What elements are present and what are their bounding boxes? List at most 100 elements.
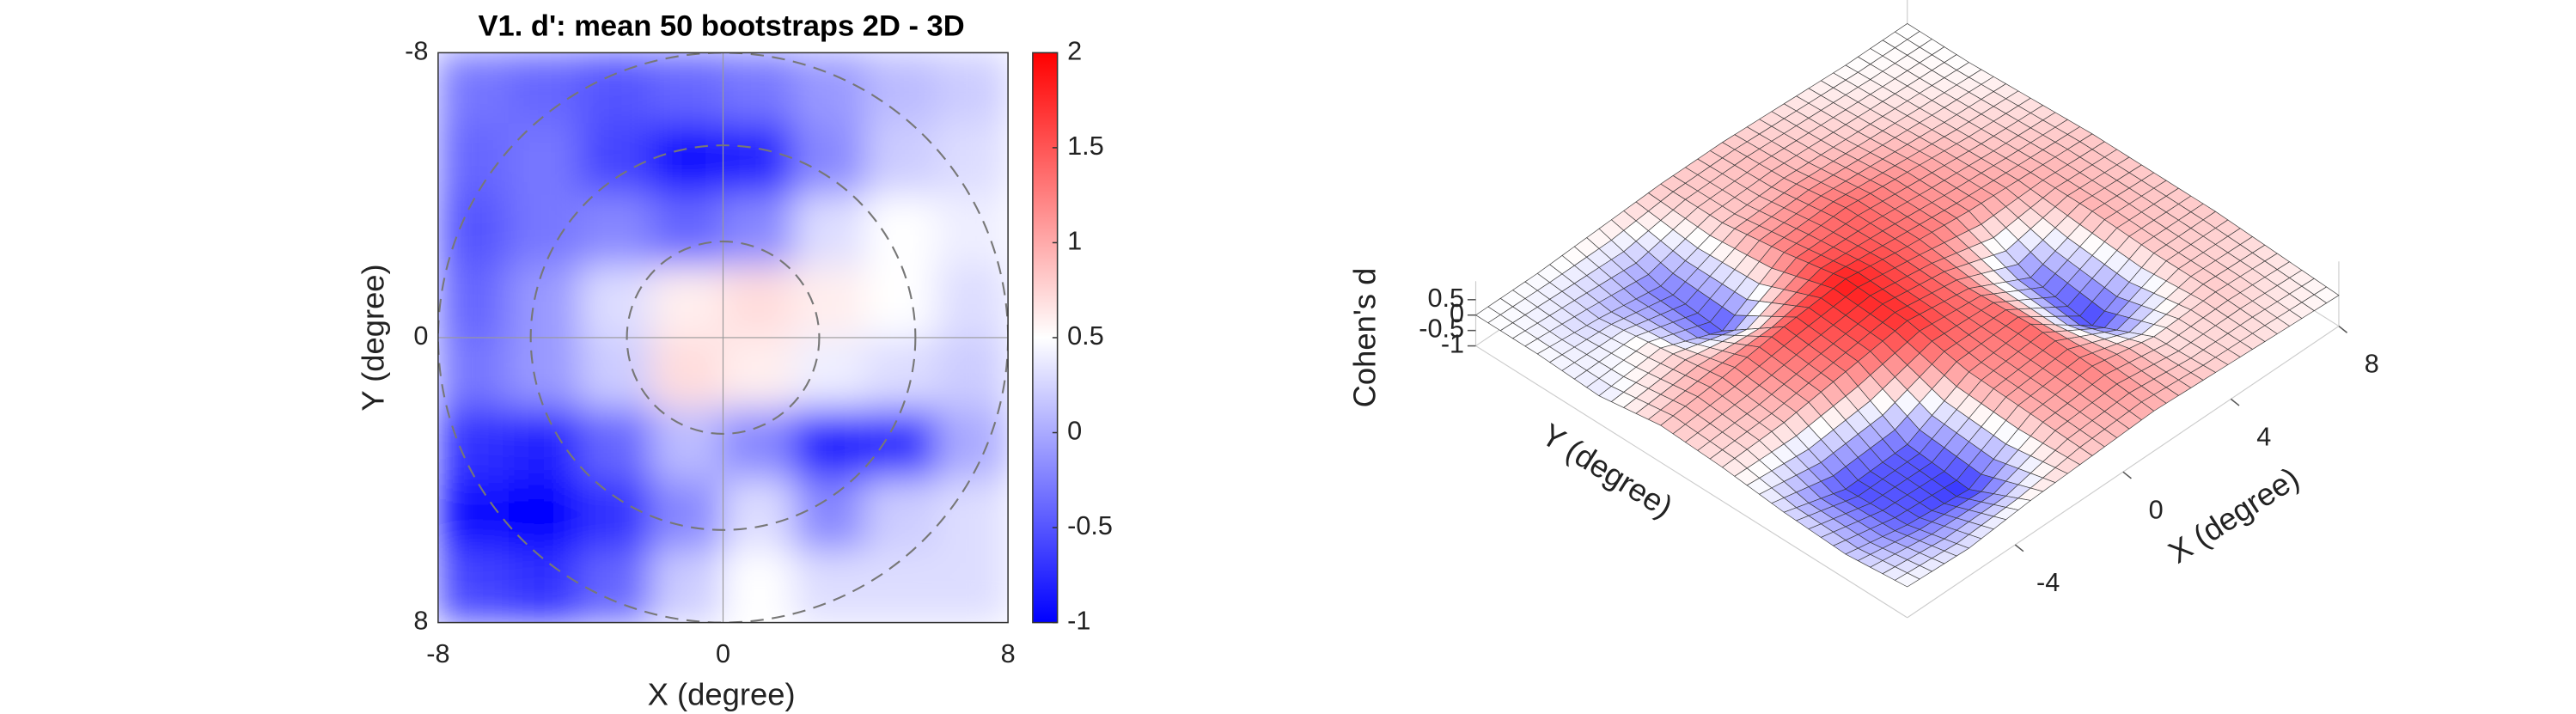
x-axis-label-3d: X (degree) bbox=[2162, 460, 2305, 570]
heatmap-cell bbox=[508, 194, 582, 268]
heatmap-cell bbox=[793, 52, 867, 125]
heatmap-cell bbox=[864, 407, 938, 481]
heatmap-cell bbox=[793, 550, 867, 623]
surface-patch bbox=[1659, 326, 1785, 378]
z-tick-label: 0 bbox=[1450, 299, 1464, 328]
heatmap-cell bbox=[722, 407, 796, 481]
y-tick-label: -8 bbox=[405, 36, 428, 65]
heatmap-cell bbox=[650, 265, 724, 339]
heatmap-cell bbox=[650, 52, 724, 125]
heatmap-cell bbox=[437, 52, 510, 125]
chart-title: V1. d': mean 50 bootstraps 2D - 3D bbox=[479, 10, 965, 43]
heatmap-cell bbox=[508, 337, 582, 410]
x-tick-label: -4 bbox=[2036, 568, 2060, 597]
heatmap-cell bbox=[650, 123, 724, 197]
x-tick-label: 4 bbox=[2256, 422, 2271, 451]
surface-patch bbox=[1907, 371, 2031, 491]
heatmap-cell bbox=[793, 337, 867, 410]
surface-patch bbox=[1845, 320, 1969, 445]
heatmap-cell bbox=[722, 479, 796, 552]
heatmap-cell bbox=[722, 550, 796, 623]
heatmap-cell bbox=[437, 265, 510, 339]
surface-patch bbox=[2153, 291, 2278, 373]
surface-patch bbox=[1598, 347, 1724, 426]
heatmap-cell bbox=[722, 123, 796, 197]
y-axis-label-3d: Y (degree) bbox=[1535, 417, 1679, 525]
z-tick-label: -1 bbox=[1441, 330, 1464, 359]
heatmap-cell bbox=[650, 194, 724, 268]
heatmap-cell bbox=[864, 265, 938, 339]
heatmap-cell bbox=[936, 337, 1009, 410]
surface-patch bbox=[1598, 183, 1724, 287]
surface-patch bbox=[2091, 336, 2217, 412]
surface-patch bbox=[1907, 62, 2031, 137]
heatmap-cell bbox=[579, 265, 653, 339]
heatmap-cell bbox=[579, 407, 653, 481]
heatmap-cell bbox=[793, 407, 867, 481]
surface-patch bbox=[1906, 489, 2032, 549]
heatmap-cell bbox=[437, 407, 510, 481]
heatmap-cell bbox=[508, 265, 582, 339]
z-axis-label: Cohen's d bbox=[1347, 268, 1383, 408]
heatmap-cell bbox=[864, 550, 938, 623]
heatmap-cell bbox=[793, 265, 867, 339]
surface-patch bbox=[1660, 222, 1785, 332]
surface-patch bbox=[1783, 138, 1908, 209]
heatmap-cell bbox=[793, 194, 867, 268]
z-tick-label: -0.5 bbox=[1419, 314, 1464, 344]
surface-patch bbox=[1721, 177, 1847, 253]
heatmap-cell bbox=[579, 52, 653, 125]
heatmap-cell bbox=[508, 479, 582, 552]
surface-facet bbox=[1894, 572, 1920, 588]
heatmap-cell bbox=[437, 337, 510, 410]
heatmap-cell bbox=[579, 194, 653, 268]
plot-area bbox=[437, 52, 1009, 623]
x-tick bbox=[2230, 398, 2240, 406]
heatmap-cell bbox=[579, 479, 653, 552]
heatmap-cell bbox=[936, 123, 1009, 197]
surface-patch bbox=[1721, 103, 1847, 179]
heatmap-cell bbox=[936, 52, 1009, 125]
z-tick-label: 0.5 bbox=[1427, 284, 1464, 313]
surface-patch bbox=[1783, 371, 1908, 490]
heatmap-cell bbox=[437, 479, 510, 552]
x-tick-label: 8 bbox=[2365, 350, 2379, 379]
heatmap-cell bbox=[793, 479, 867, 552]
surface-patch bbox=[1968, 172, 2093, 278]
heatmap-cell bbox=[437, 194, 510, 268]
heatmap-cell bbox=[722, 52, 796, 125]
colorbar-tick-label: 2 bbox=[1067, 36, 1082, 65]
heatmap-cell bbox=[508, 123, 582, 197]
colorbar-tick-label: -0.5 bbox=[1067, 511, 1113, 540]
colorbar-tick-label: 1.5 bbox=[1067, 131, 1104, 161]
box-edge bbox=[1475, 345, 1908, 619]
x-tick-label: 0 bbox=[2149, 495, 2164, 524]
surface-patch bbox=[1721, 326, 1847, 424]
heatmap-cell bbox=[508, 52, 582, 125]
surface-patch bbox=[2091, 172, 2217, 254]
heatmap-cell bbox=[936, 479, 1009, 552]
surface-patch bbox=[1660, 377, 1785, 468]
y-axis-label: Y (degree) bbox=[356, 264, 391, 411]
surface-patch bbox=[1845, 246, 1970, 321]
heatmap-cell bbox=[864, 52, 938, 125]
heatmap-cell bbox=[508, 407, 582, 481]
heatmap-cell bbox=[579, 550, 653, 623]
y-tick-label: 0 bbox=[413, 321, 428, 351]
surface-patch bbox=[1968, 413, 2093, 501]
x-tick bbox=[2122, 471, 2132, 479]
surface-patch bbox=[1783, 207, 1908, 279]
heatmap-cell bbox=[936, 550, 1009, 623]
x-tick-label: -8 bbox=[426, 639, 449, 668]
surface-patch bbox=[1845, 101, 1970, 173]
surface-patch bbox=[2214, 253, 2340, 334]
colorbar-tick-label: 0.5 bbox=[1067, 321, 1104, 351]
x-tick-label: 0 bbox=[716, 639, 730, 668]
surface-patch bbox=[1474, 272, 1600, 355]
heatmap-cell bbox=[936, 265, 1009, 339]
surface-patch bbox=[1907, 211, 2031, 290]
heatmap-cell bbox=[793, 123, 867, 197]
heatmap-cell bbox=[508, 550, 582, 623]
y-tick-label: 8 bbox=[413, 607, 428, 636]
